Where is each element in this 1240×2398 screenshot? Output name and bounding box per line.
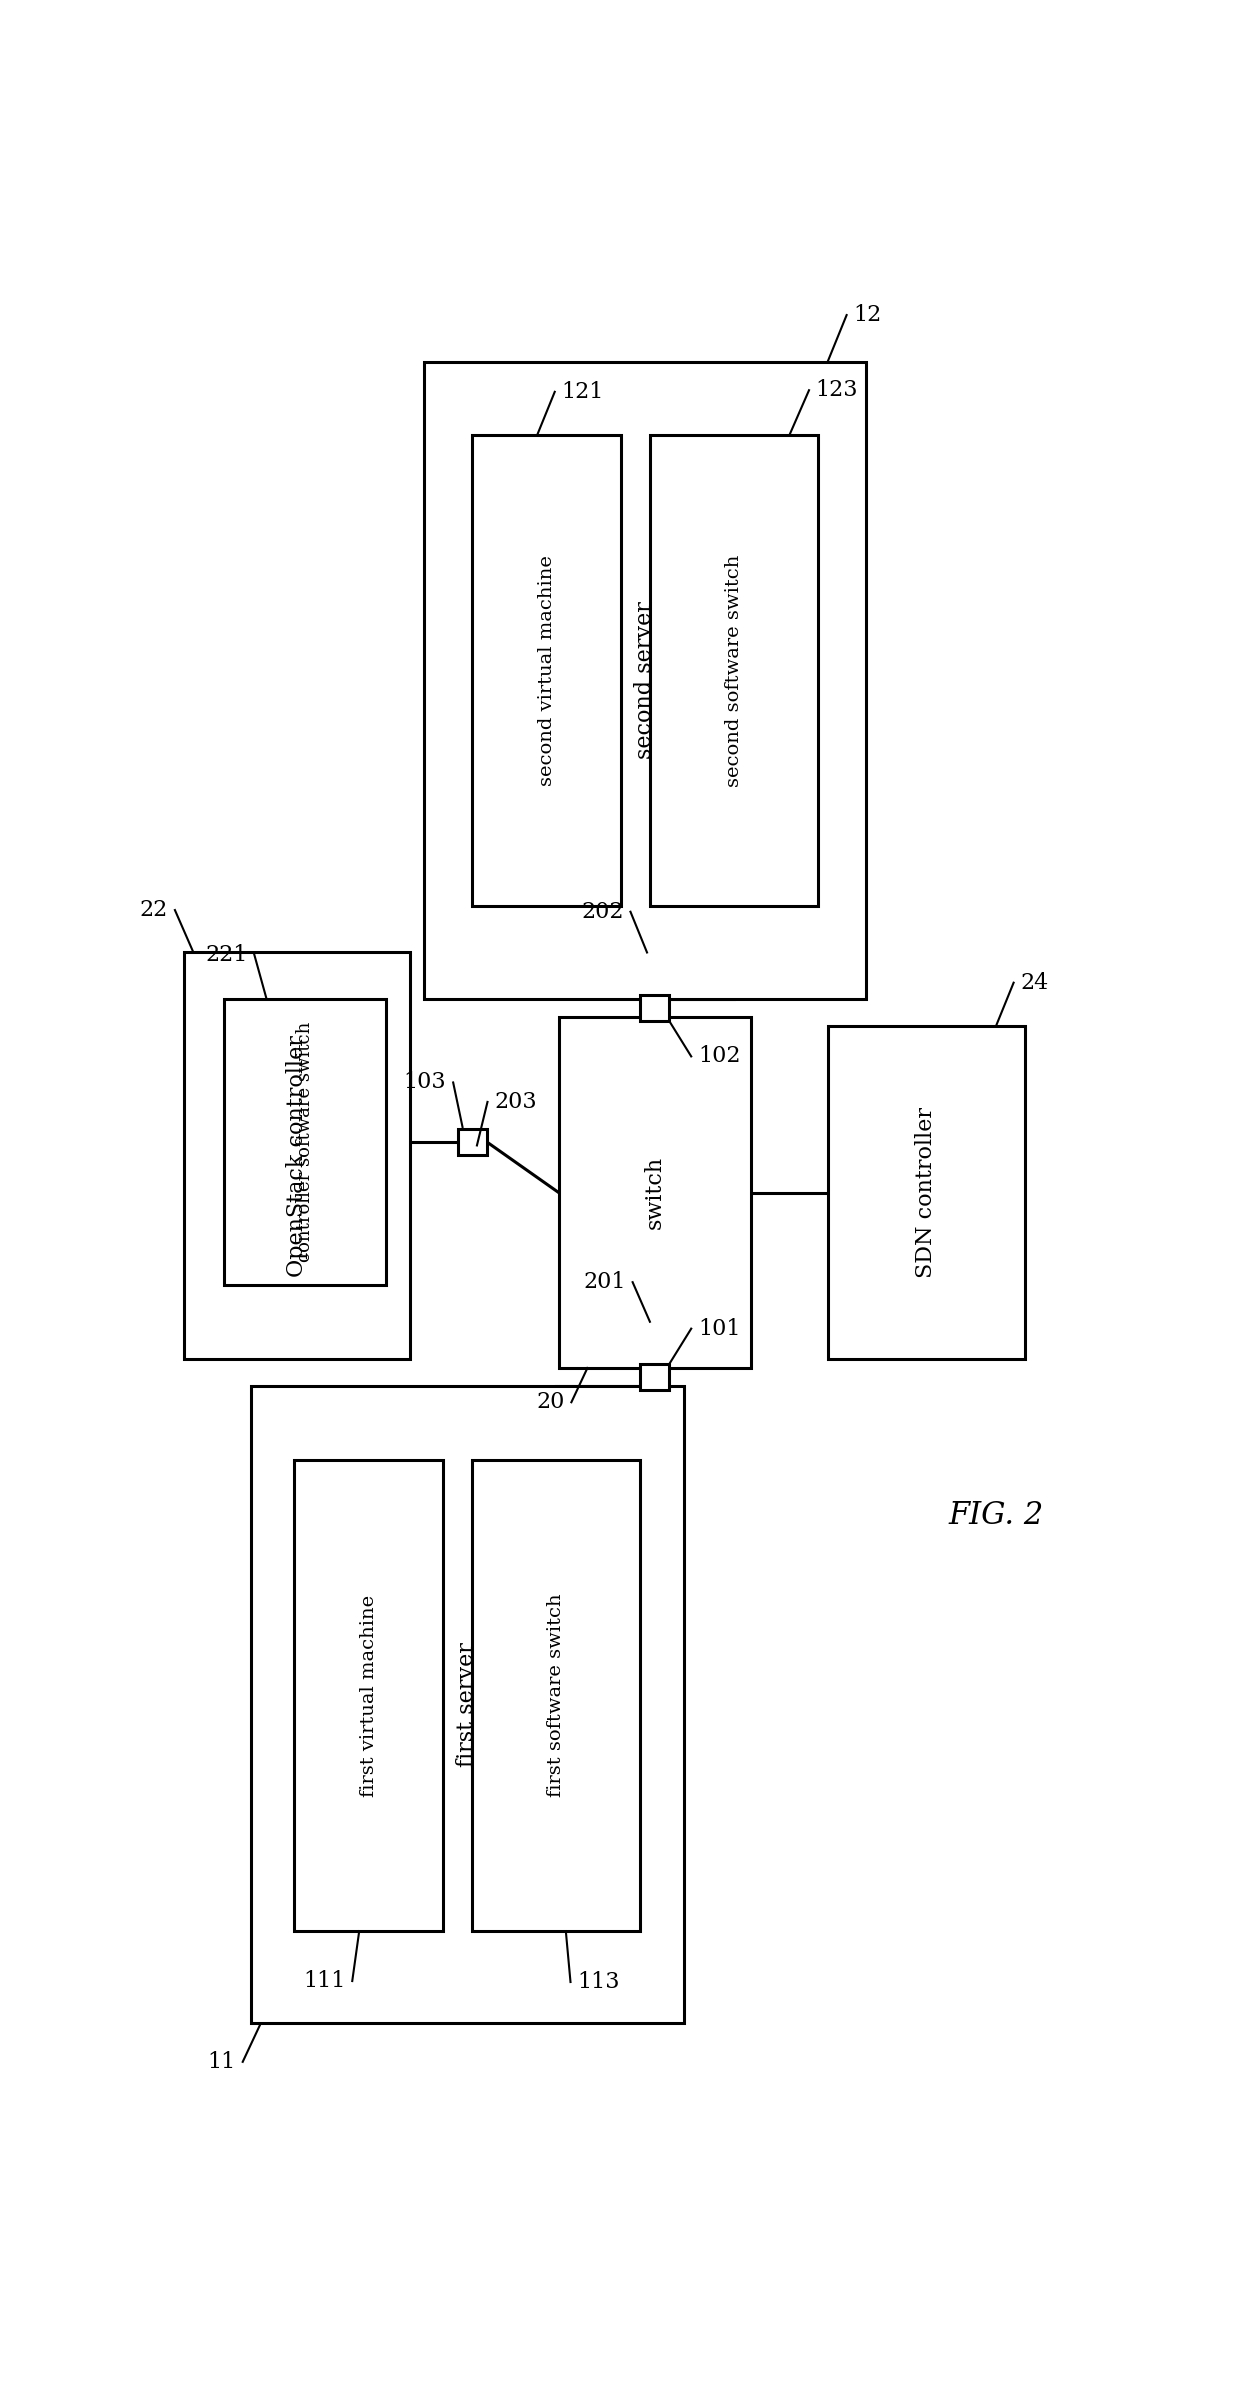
Bar [424,362,866,998]
Bar [472,436,621,906]
Text: FIG. 2: FIG. 2 [949,1501,1044,1532]
Text: OpenStack controller: OpenStack controller [285,1034,308,1276]
Text: 202: 202 [582,902,624,923]
Bar [224,998,386,1285]
Text: 103: 103 [404,1072,446,1093]
Text: 24: 24 [1021,971,1049,993]
Text: SDN controller: SDN controller [915,1108,937,1278]
Text: 221: 221 [205,945,248,966]
Text: 201: 201 [583,1271,626,1293]
Text: 11: 11 [208,2050,236,2072]
Text: first server: first server [456,1643,479,1767]
Bar [640,995,670,1022]
Bar [558,1017,751,1367]
Bar [184,952,409,1360]
Text: 121: 121 [562,381,604,403]
Text: second server: second server [634,602,656,760]
Text: 203: 203 [495,1091,537,1113]
Bar [250,1386,683,2024]
Bar [458,1129,486,1156]
Text: first software switch: first software switch [547,1595,565,1798]
Text: 101: 101 [698,1317,740,1340]
Text: second software switch: second software switch [725,554,743,787]
Bar [828,1026,1024,1360]
Text: 111: 111 [303,1971,346,1993]
Bar [650,436,818,906]
Bar [294,1460,444,1930]
Bar [640,1364,670,1391]
Bar [472,1460,640,1930]
Text: 22: 22 [140,899,169,921]
Text: first virtual machine: first virtual machine [360,1595,378,1796]
Text: controller software switch: controller software switch [296,1022,314,1261]
Text: 12: 12 [853,305,882,326]
Text: second virtual machine: second virtual machine [538,556,556,787]
Text: 113: 113 [578,1971,620,1993]
Text: 123: 123 [816,379,858,400]
Text: switch: switch [644,1156,666,1230]
Text: 102: 102 [698,1046,740,1067]
Text: 20: 20 [536,1391,564,1412]
